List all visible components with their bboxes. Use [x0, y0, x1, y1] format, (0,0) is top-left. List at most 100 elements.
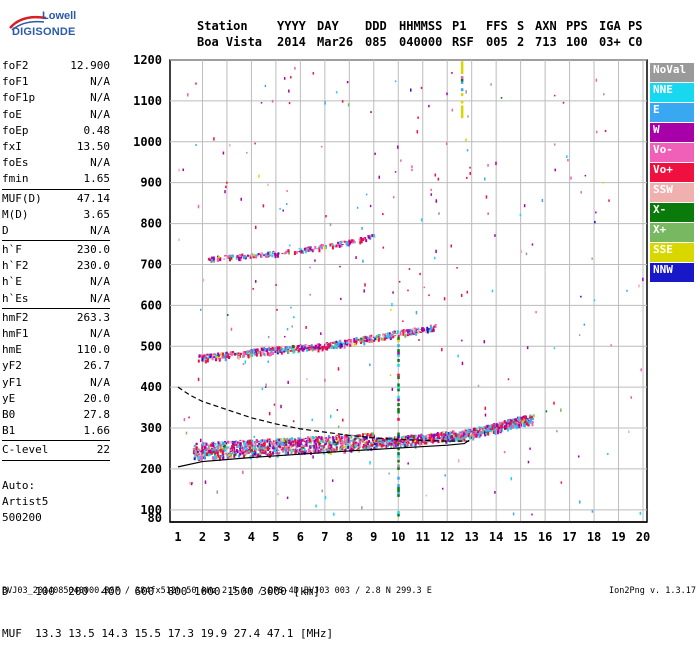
- echo-point: [430, 432, 433, 434]
- legend-item: Vo+: [650, 163, 694, 182]
- echo-point: [410, 333, 413, 336]
- echo-point: [476, 431, 479, 434]
- echo-point: [520, 416, 523, 418]
- echo-point: [374, 338, 377, 341]
- echo-point: [388, 334, 391, 339]
- echo-point: [385, 440, 388, 444]
- echo-point: [421, 327, 424, 332]
- echo-point: [225, 442, 228, 445]
- echo-point: [304, 443, 307, 447]
- echo-point: [479, 434, 482, 437]
- echo-point: [425, 440, 428, 445]
- interference-point: [460, 105, 464, 109]
- noise-point: [531, 243, 534, 246]
- echo-point: [309, 247, 312, 251]
- echo-point: [309, 442, 312, 444]
- param-key: fmin: [2, 172, 29, 186]
- noise-point: [423, 286, 426, 289]
- echo-point: [390, 333, 393, 337]
- echo-point: [476, 433, 479, 436]
- echo-point: [355, 341, 358, 345]
- echo-point: [293, 443, 296, 446]
- echo-point: [345, 340, 348, 342]
- muf-table: D 100 200 400 600 800 1000 1500 3000 [km…: [2, 557, 333, 655]
- echo-point: [395, 333, 398, 335]
- echo-point: [318, 246, 321, 248]
- echo-point: [228, 454, 231, 457]
- header-col: PPS 100: [566, 18, 588, 50]
- echo-point: [344, 445, 347, 448]
- echo-point: [305, 442, 308, 444]
- echo-point: [366, 441, 369, 444]
- echo-point: [201, 452, 204, 456]
- echo-point: [318, 345, 321, 349]
- echo-point: [267, 453, 270, 455]
- noise-point: [382, 246, 385, 249]
- echo-point: [393, 441, 396, 444]
- echo-point: [193, 444, 196, 447]
- echo-point: [273, 348, 276, 351]
- echo-point: [346, 343, 349, 345]
- echo-point: [318, 440, 321, 442]
- echo-point: [282, 449, 285, 453]
- echo-point: [325, 437, 328, 440]
- echo-point: [232, 446, 235, 449]
- echo-point: [298, 442, 301, 447]
- autoscaling-info: Auto: Artist5 500200: [2, 478, 48, 526]
- echo-point: [389, 337, 392, 341]
- echo-point: [445, 438, 448, 441]
- echo-point: [527, 420, 530, 423]
- echo-point: [343, 240, 346, 243]
- noise-point: [595, 78, 598, 82]
- interference-point: [397, 447, 400, 451]
- noise-point: [195, 144, 197, 146]
- echo-point: [303, 441, 306, 443]
- header-col-title: AXN: [535, 19, 557, 33]
- echo-point: [213, 258, 216, 263]
- echo-point: [259, 449, 262, 454]
- echo-point: [335, 443, 338, 447]
- noise-point: [607, 452, 609, 456]
- echo-point: [323, 443, 326, 446]
- noise-point: [411, 168, 413, 172]
- echo-point: [403, 329, 406, 333]
- echo-point: [325, 344, 328, 349]
- echo-point: [377, 445, 380, 447]
- echo-point: [211, 355, 214, 357]
- noise-point: [314, 259, 316, 262]
- noise-point: [483, 340, 486, 344]
- echo-point: [396, 443, 399, 447]
- echo-point: [230, 441, 233, 443]
- noise-point: [560, 408, 562, 412]
- echo-point: [512, 421, 515, 424]
- param-key: h`F2: [2, 259, 29, 273]
- echo-point: [193, 453, 196, 455]
- param-row: B0 27.8: [2, 407, 112, 423]
- interference-point: [397, 407, 400, 411]
- noise-point: [639, 511, 642, 515]
- echo-point: [226, 441, 229, 443]
- echo-point: [340, 343, 343, 348]
- echo-point: [506, 427, 509, 432]
- echo-point: [446, 435, 449, 439]
- echo-point: [219, 445, 222, 448]
- echo-point: [296, 345, 299, 347]
- echo-point: [234, 353, 237, 356]
- echo-point: [337, 342, 340, 346]
- x-tick-label: 18: [587, 530, 601, 544]
- echo-point: [263, 347, 266, 349]
- echo-point: [529, 422, 532, 424]
- echo-point: [510, 420, 513, 424]
- echo-point: [343, 436, 346, 441]
- echo-point: [247, 451, 250, 454]
- echo-point: [207, 445, 210, 450]
- echo-point: [497, 427, 500, 431]
- echo-point: [489, 426, 492, 429]
- echo-point: [421, 435, 424, 438]
- echo-point: [332, 436, 335, 441]
- echo-point: [269, 441, 272, 443]
- echo-point: [468, 430, 471, 434]
- echo-point: [486, 424, 489, 427]
- noise-point: [294, 66, 296, 70]
- echo-point: [344, 341, 347, 344]
